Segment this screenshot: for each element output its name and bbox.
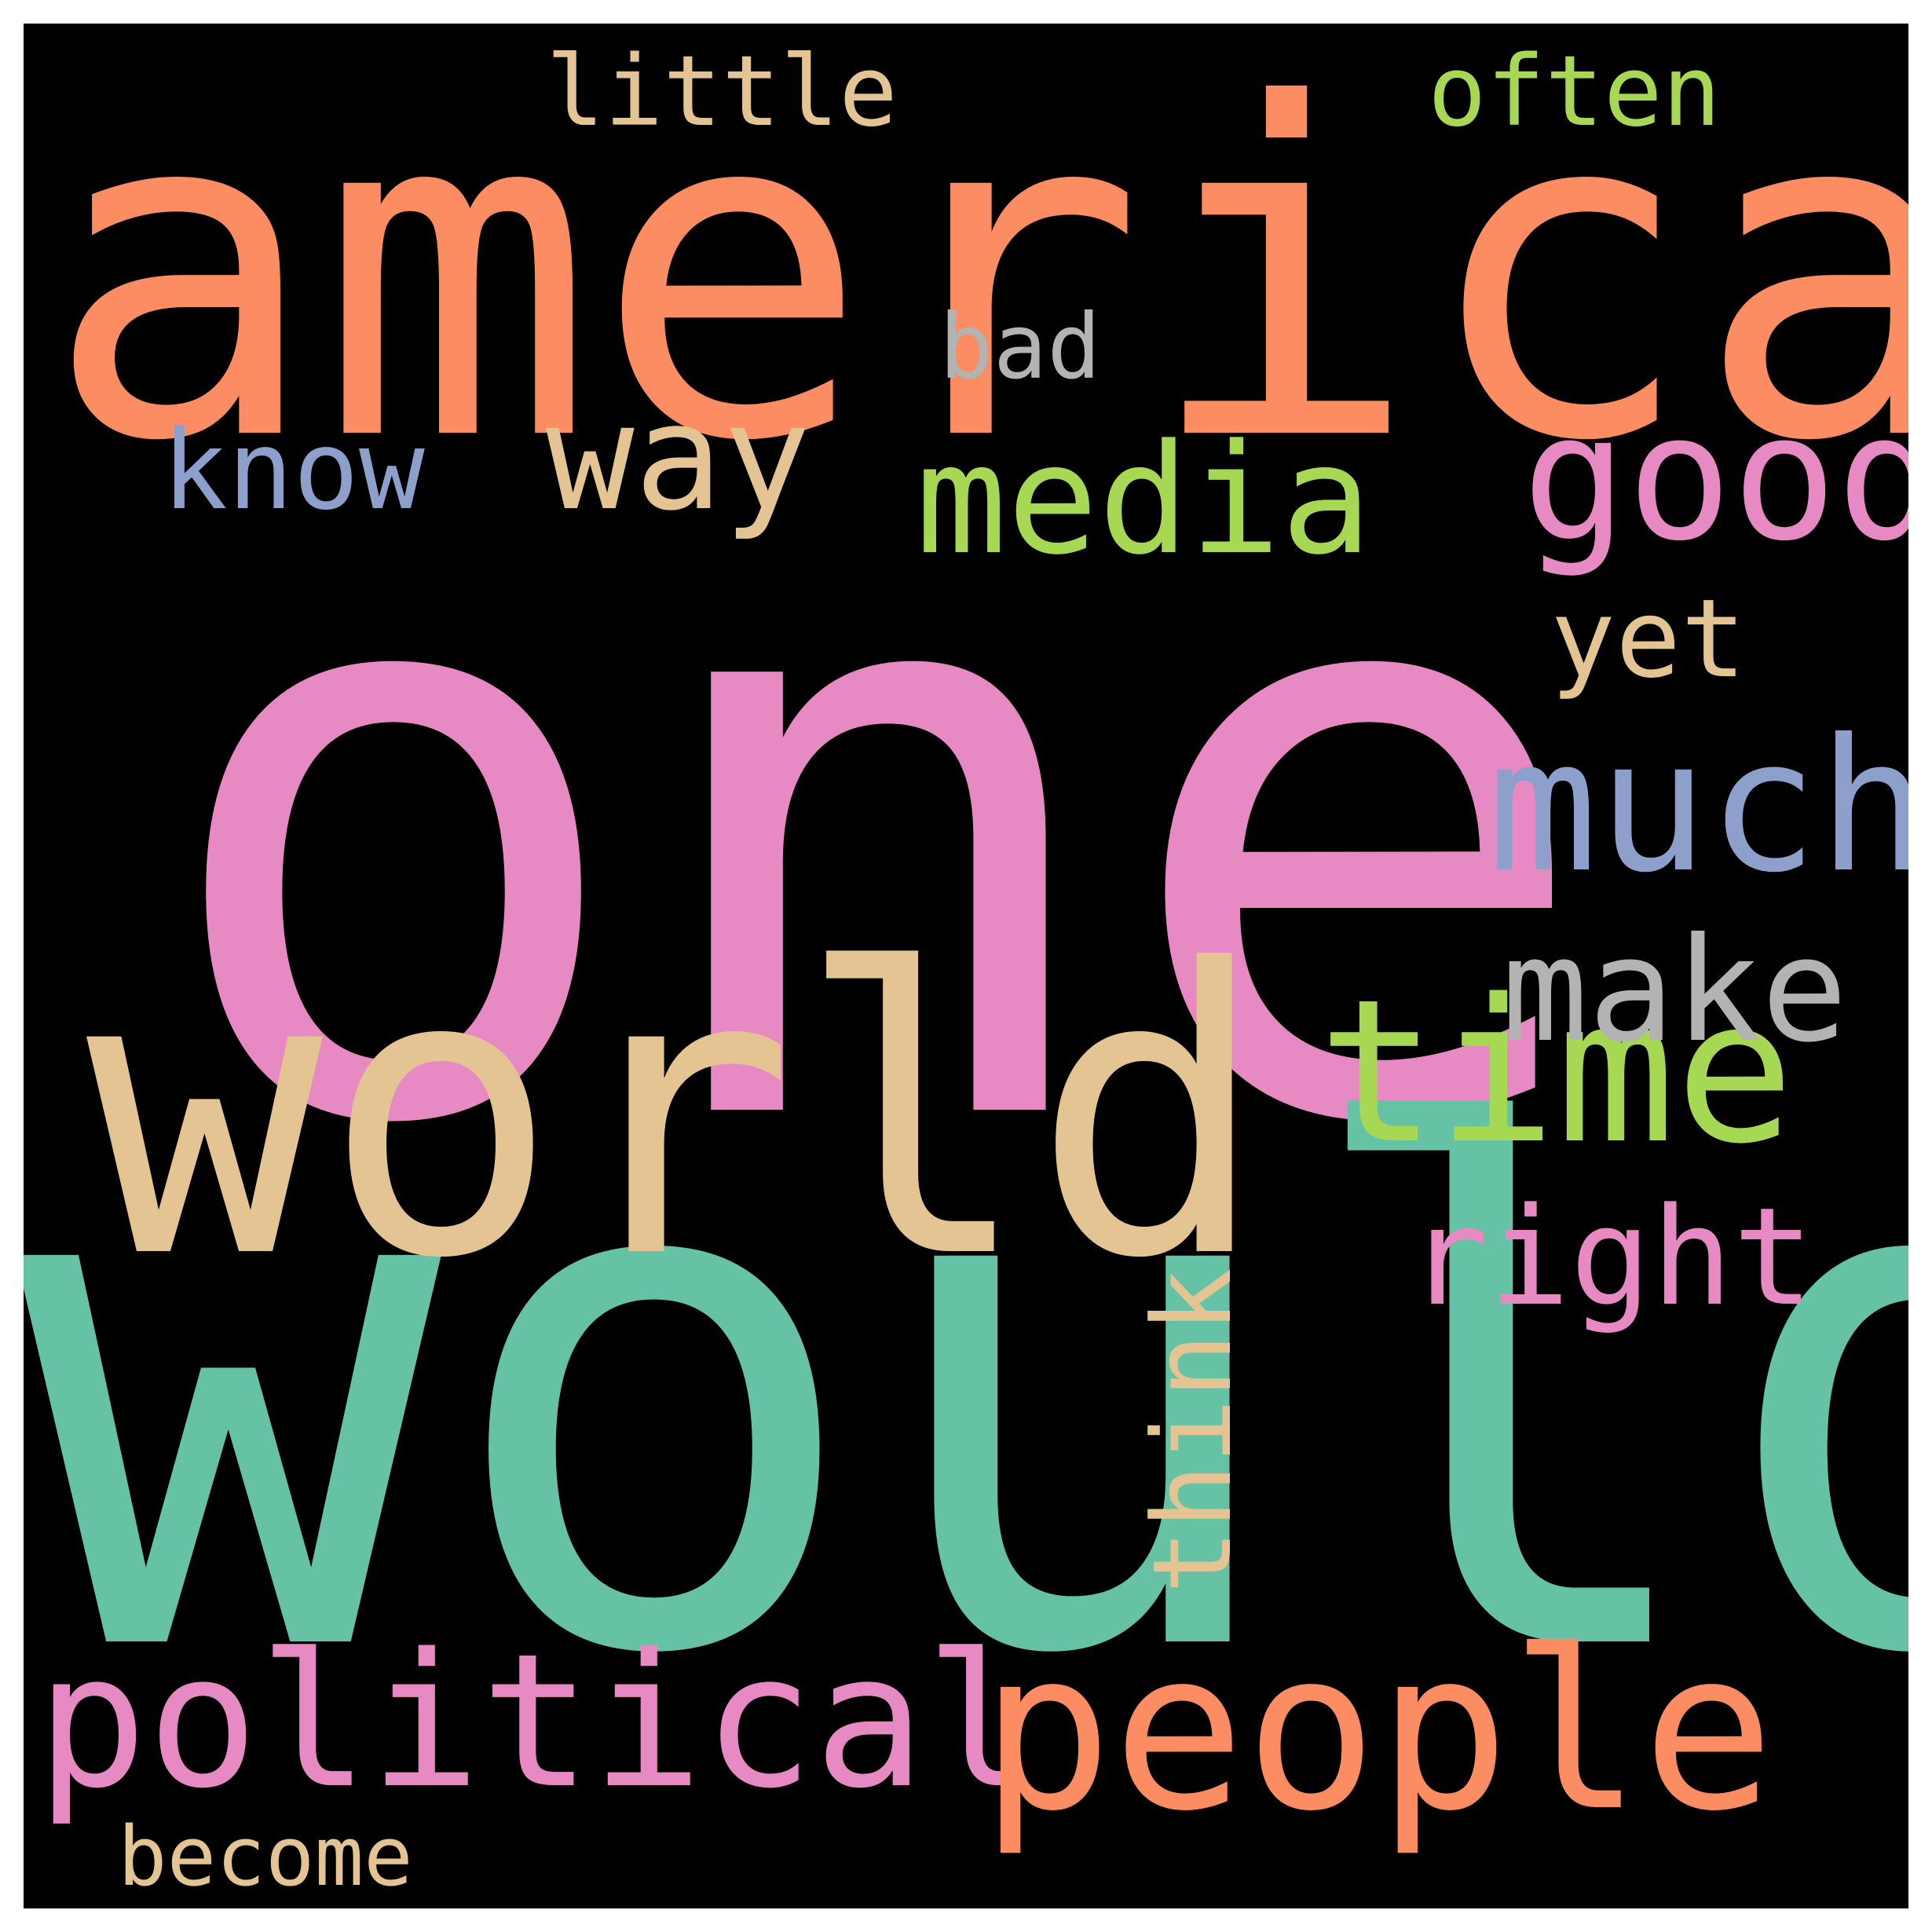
word-good: good <box>1522 377 1908 580</box>
word-people: people <box>980 1604 1775 1860</box>
word-media: media <box>916 412 1372 588</box>
word-time: time <box>1318 957 1795 1187</box>
word-right: right <box>1407 1178 1814 1336</box>
word-bad: bad <box>939 295 1101 399</box>
word-much: much <box>1487 700 1908 913</box>
word-cloud-canvas: one would america world political people… <box>24 24 1908 1908</box>
word-would: would <box>24 986 1908 1809</box>
word-little: little <box>546 35 898 148</box>
word-way: way <box>546 372 811 543</box>
word-political: political <box>36 1615 1037 1829</box>
word-yet: yet <box>1550 576 1747 702</box>
word-make: make <box>1502 907 1848 1074</box>
word-one: one <box>152 366 1600 1299</box>
word-often: often <box>1428 35 1722 148</box>
word-become: become <box>118 1809 413 1905</box>
word-think: think <box>1129 1268 1256 1594</box>
word-world: world <box>86 887 1269 1344</box>
word-america: america <box>44 24 1908 541</box>
word-know: know <box>162 407 425 534</box>
